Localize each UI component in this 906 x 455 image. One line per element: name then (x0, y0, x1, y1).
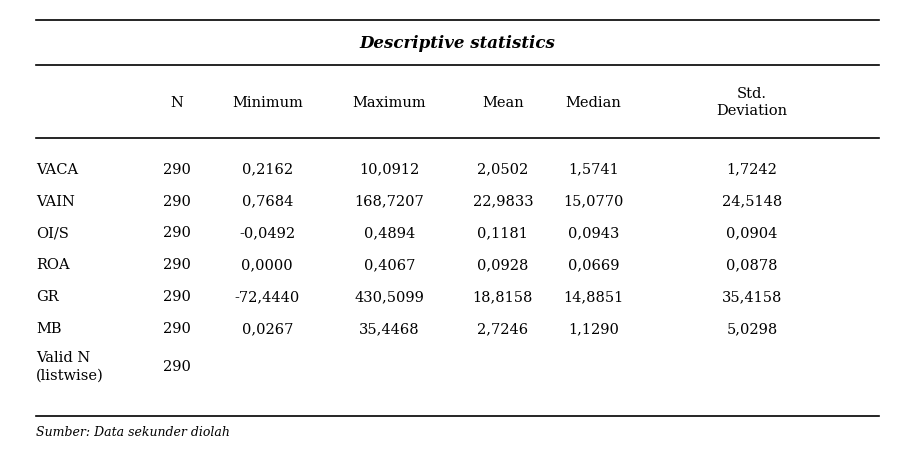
Text: 290: 290 (163, 226, 190, 240)
Text: 0,1181: 0,1181 (477, 226, 528, 240)
Text: ROA: ROA (36, 258, 70, 272)
Text: Minimum: Minimum (232, 96, 303, 109)
Text: 35,4468: 35,4468 (360, 322, 419, 335)
Text: 35,4158: 35,4158 (722, 290, 782, 303)
Text: 0,0669: 0,0669 (568, 258, 619, 272)
Text: 290: 290 (163, 359, 190, 373)
Text: 0,4067: 0,4067 (364, 258, 415, 272)
Text: 0,4894: 0,4894 (364, 226, 415, 240)
Text: Maximum: Maximum (352, 96, 427, 109)
Text: 22,9833: 22,9833 (473, 194, 533, 208)
Text: 2,0502: 2,0502 (477, 162, 528, 176)
Text: 290: 290 (163, 194, 190, 208)
Text: 290: 290 (163, 258, 190, 272)
Text: Mean: Mean (482, 96, 524, 109)
Text: 1,1290: 1,1290 (568, 322, 619, 335)
Text: 0,0878: 0,0878 (727, 258, 777, 272)
Text: Descriptive statistics: Descriptive statistics (360, 35, 555, 52)
Text: 15,0770: 15,0770 (564, 194, 623, 208)
Text: 10,0912: 10,0912 (360, 162, 419, 176)
Text: -0,0492: -0,0492 (239, 226, 295, 240)
Text: -72,4440: -72,4440 (235, 290, 300, 303)
Text: Valid N
(listwise): Valid N (listwise) (36, 351, 104, 382)
Text: 0,0267: 0,0267 (242, 322, 293, 335)
Text: 24,5148: 24,5148 (722, 194, 782, 208)
Text: 2,7246: 2,7246 (477, 322, 528, 335)
Text: 1,7242: 1,7242 (727, 162, 777, 176)
Text: VAIN: VAIN (36, 194, 75, 208)
Text: 0,7684: 0,7684 (242, 194, 293, 208)
Text: Sumber: Data sekunder diolah: Sumber: Data sekunder diolah (36, 425, 230, 439)
Text: 0,0943: 0,0943 (568, 226, 619, 240)
Text: 5,0298: 5,0298 (727, 322, 777, 335)
Text: Std.
Deviation: Std. Deviation (717, 87, 787, 117)
Text: 290: 290 (163, 290, 190, 303)
Text: N: N (170, 96, 183, 109)
Text: 0,0000: 0,0000 (242, 258, 293, 272)
Text: OI/S: OI/S (36, 226, 69, 240)
Text: 1,5741: 1,5741 (568, 162, 619, 176)
Text: 290: 290 (163, 322, 190, 335)
Text: 0,0904: 0,0904 (727, 226, 777, 240)
Text: 0,2162: 0,2162 (242, 162, 293, 176)
Text: VACA: VACA (36, 162, 78, 176)
Text: 168,7207: 168,7207 (355, 194, 424, 208)
Text: 0,0928: 0,0928 (477, 258, 528, 272)
Text: GR: GR (36, 290, 59, 303)
Text: 18,8158: 18,8158 (473, 290, 533, 303)
Text: 14,8851: 14,8851 (564, 290, 623, 303)
Text: MB: MB (36, 322, 62, 335)
Text: 430,5099: 430,5099 (354, 290, 425, 303)
Text: 290: 290 (163, 162, 190, 176)
Text: Median: Median (565, 96, 622, 109)
